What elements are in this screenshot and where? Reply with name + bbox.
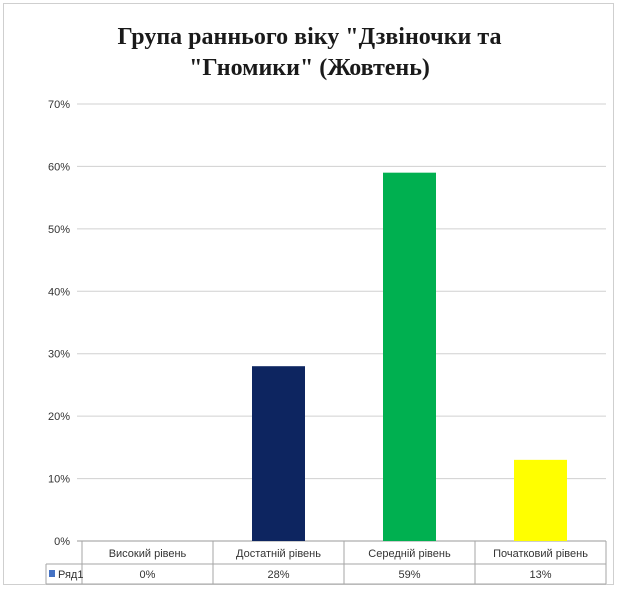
y-tick-label: 50% <box>48 224 70 236</box>
y-tick-label: 10% <box>48 474 70 486</box>
y-tick-label: 70% <box>48 99 70 111</box>
y-tick-label: 60% <box>48 161 70 173</box>
y-tick-label: 20% <box>48 411 70 423</box>
x-tick-label: Високий рівень <box>109 548 187 560</box>
bar <box>514 460 567 541</box>
bar <box>383 173 436 541</box>
x-tick-label: Початковий рівень <box>493 548 588 560</box>
legend-key <box>49 570 55 577</box>
y-tick-label: 40% <box>48 286 70 298</box>
data-label: 13% <box>529 569 551 581</box>
bar <box>252 366 305 541</box>
legend-series-name: Ряд1 <box>58 569 83 581</box>
y-tick-label: 0% <box>54 536 70 548</box>
data-label: 0% <box>140 569 156 581</box>
data-label: 28% <box>267 569 289 581</box>
data-label: 59% <box>398 569 420 581</box>
y-tick-label: 30% <box>48 349 70 361</box>
x-tick-label: Середній рівень <box>368 548 451 560</box>
x-tick-label: Достатній рівень <box>236 548 321 560</box>
